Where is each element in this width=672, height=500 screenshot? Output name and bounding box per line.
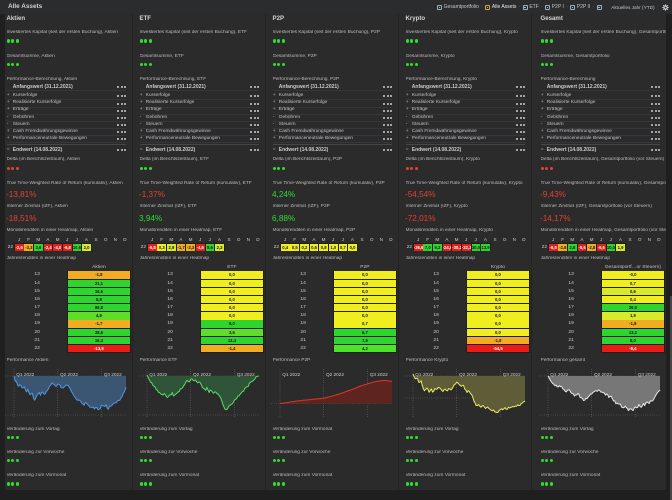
svg-text:Q3 2022: Q3 2022: [237, 372, 255, 377]
svg-text:Q2 2022: Q2 2022: [459, 372, 477, 377]
svg-text:Q1 2022: Q1 2022: [16, 372, 34, 377]
svg-text:Q3 2022: Q3 2022: [104, 372, 122, 377]
svg-text:Q1 2022: Q1 2022: [415, 372, 433, 377]
svg-text:Q2 2022: Q2 2022: [193, 372, 211, 377]
svg-text:Q1 2022: Q1 2022: [282, 372, 300, 377]
svg-text:Q3 2022: Q3 2022: [638, 372, 656, 377]
svg-text:Q2 2022: Q2 2022: [326, 372, 344, 377]
svg-text:Q2 2022: Q2 2022: [60, 372, 78, 377]
svg-text:Q1 2022: Q1 2022: [550, 372, 568, 377]
svg-text:Q2 2022: Q2 2022: [594, 372, 612, 377]
svg-text:Q1 2022: Q1 2022: [149, 372, 167, 377]
svg-text:Q3 2022: Q3 2022: [370, 372, 388, 377]
svg-text:Q3 2022: Q3 2022: [503, 372, 521, 377]
